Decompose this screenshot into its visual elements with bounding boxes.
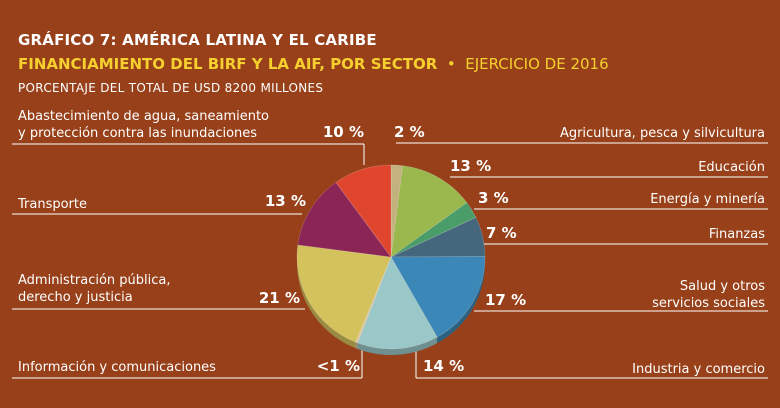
pie-slice-depth bbox=[297, 244, 356, 349]
pie-slice bbox=[355, 256, 392, 344]
slice-percent: 21 % bbox=[259, 289, 300, 307]
slice-label: Agricultura, pesca y silvicultura bbox=[560, 126, 765, 141]
subtitle-year: EJERCICIO DE 2016 bbox=[465, 55, 609, 73]
slice-percent: 3 % bbox=[478, 189, 509, 207]
pie-slice bbox=[390, 202, 477, 258]
slice-percent: 17 % bbox=[485, 291, 526, 309]
subtitle-separator: • bbox=[446, 55, 456, 73]
pie-slice-depth bbox=[437, 256, 485, 344]
subtitle-main: FINANCIAMIENTO DEL BIRF Y LA AIF, POR SE… bbox=[18, 55, 438, 73]
slice-label: Abastecimiento de agua, saneamiento y pro… bbox=[18, 109, 269, 141]
pie-slice bbox=[390, 165, 468, 258]
pie-slice bbox=[296, 244, 392, 343]
slice-label: Energía y minería bbox=[650, 192, 765, 207]
slice-label: Industria y comercio bbox=[632, 362, 765, 377]
slice-label: Salud y otros servicios sociales bbox=[652, 279, 765, 311]
pie-slice-depth bbox=[357, 337, 438, 355]
pie-slice bbox=[297, 182, 392, 258]
slice-percent: 14 % bbox=[423, 357, 464, 375]
pie-slice bbox=[390, 164, 404, 258]
slice-label: Finanzas bbox=[709, 227, 765, 242]
pie-slice bbox=[390, 256, 486, 338]
slice-percent: 13 % bbox=[265, 192, 306, 210]
pie-slice bbox=[335, 164, 392, 258]
slice-label: Administración pública, derecho y justici… bbox=[18, 273, 171, 305]
slice-label: Información y comunicaciones bbox=[18, 360, 216, 375]
chart-title: GRÁFICO 7: AMÉRICA LATINA Y EL CARIBE bbox=[18, 31, 377, 49]
pie-slices bbox=[296, 164, 486, 350]
pie-slice bbox=[357, 256, 438, 350]
slice-label: Transporte bbox=[17, 197, 87, 212]
chart-note: PORCENTAJE DEL TOTAL DE USD 8200 MILLONE… bbox=[18, 81, 324, 95]
pie-slice bbox=[390, 217, 486, 258]
slice-percent: 10 % bbox=[323, 123, 364, 141]
slice-labels: Agricultura, pesca y silvicultura 2 % Educ… bbox=[17, 109, 765, 377]
slice-percent: 2 % bbox=[394, 123, 425, 141]
slice-percent: 7 % bbox=[486, 224, 517, 242]
leader-lines bbox=[12, 142, 768, 379]
slice-percent: 13 % bbox=[450, 157, 491, 175]
slice-percent: <1 % bbox=[317, 357, 360, 375]
slice-label: Educación bbox=[698, 160, 765, 175]
chart-subtitle: FINANCIAMIENTO DEL BIRF Y LA AIF, POR SE… bbox=[18, 55, 609, 73]
pie-slice-depth bbox=[355, 342, 358, 350]
